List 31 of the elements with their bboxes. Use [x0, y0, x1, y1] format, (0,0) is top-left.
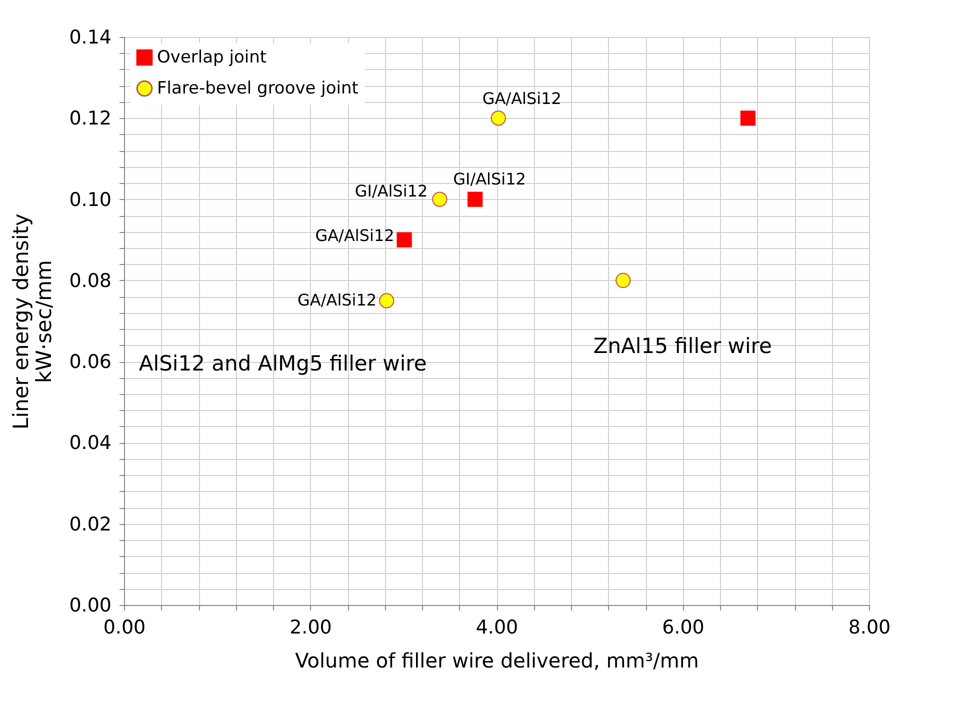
point — [379, 293, 394, 308]
annotation: GA/AlSi12 — [315, 226, 394, 245]
point — [396, 232, 412, 248]
annotation: GI/AlSi12 — [453, 169, 526, 188]
point — [616, 272, 631, 288]
point — [432, 192, 448, 207]
point — [490, 110, 506, 126]
annotation: ZnAl15 filler wire — [593, 334, 772, 358]
x-tick-label: 2.00 — [290, 616, 332, 638]
y-tick-label: 0.02 — [69, 513, 112, 536]
x-tick-label: 4.00 — [476, 616, 518, 638]
y-tick-label: 0.08 — [69, 270, 112, 292]
point — [468, 192, 483, 207]
point — [740, 110, 756, 126]
x-axis-title: Volume of filler wire delivered, mm³/mm — [295, 648, 699, 672]
y-tick-label: 0.06 — [69, 351, 112, 374]
y-tick-label: 0.04 — [69, 432, 112, 454]
legend-label: Flare-bevel groove joint — [157, 78, 359, 98]
y-tick-label: 0.10 — [69, 188, 112, 211]
legend-label: Overlap joint — [157, 48, 267, 68]
y-tick-label: 0.00 — [69, 594, 112, 616]
x-tick-label: 6.00 — [662, 616, 704, 638]
annotation: GA/AlSi12 — [298, 290, 377, 310]
annotation: GI/AlSi12 — [354, 181, 428, 200]
y-tick-label: 0.12 — [69, 108, 112, 130]
y-axis-title: Liner energy density kW·sec/mm — [9, 214, 56, 430]
y-tick-label: 0.14 — [69, 26, 112, 48]
x-tick-label: 0.00 — [103, 616, 146, 638]
annotation: GA/AlSi12 — [482, 89, 562, 108]
x-tick-label: 8.00 — [848, 616, 891, 638]
annotation: AlSi12 and AlMg5 filler wire — [138, 352, 427, 376]
